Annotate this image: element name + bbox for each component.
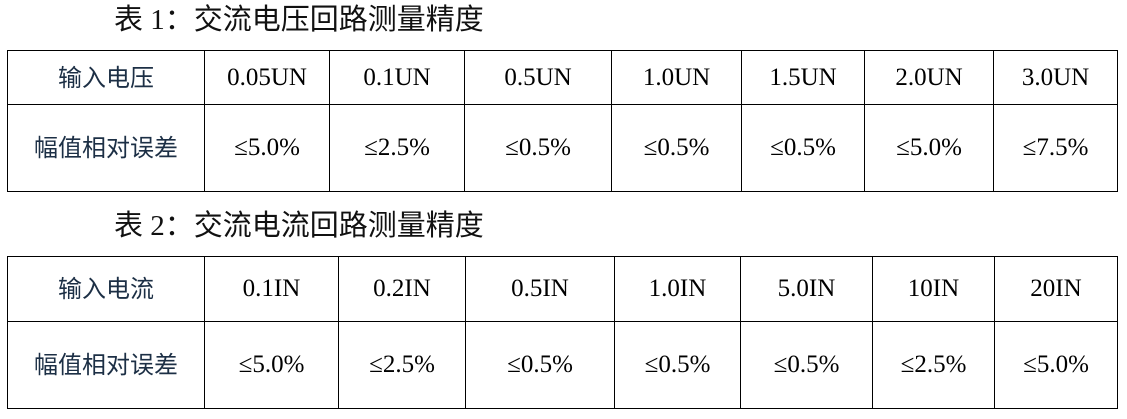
header-cell: 0.2IN	[338, 256, 466, 322]
header-cell: 3.0UN	[993, 50, 1118, 105]
table-row: 幅值相对误差 ≤5.0% ≤2.5% ≤0.5% ≤0.5% ≤0.5% ≤2.…	[7, 321, 1118, 409]
value-cell: ≤0.5%	[740, 321, 873, 409]
value-cell: ≤5.0%	[864, 104, 994, 192]
value-cell: ≤0.5%	[741, 104, 865, 192]
table-2-caption: 表 2：交流电流回路测量精度	[114, 210, 484, 242]
header-cell: 1.5UN	[741, 50, 865, 105]
table-row: 幅值相对误差 ≤5.0% ≤2.5% ≤0.5% ≤0.5% ≤0.5% ≤5.…	[7, 104, 1118, 192]
header-cell: 1.0UN	[611, 50, 742, 105]
header-cell: 0.1UN	[329, 50, 465, 105]
header-label: 输入电压	[7, 50, 205, 105]
header-cell: 20IN	[994, 256, 1118, 322]
value-cell: ≤5.0%	[204, 104, 330, 192]
header-cell: 0.1IN	[204, 256, 339, 322]
header-cell: 1.0IN	[614, 256, 741, 322]
table-row: 输入电压 0.05UN 0.1UN 0.5UN 1.0UN 1.5UN 2.0U…	[7, 50, 1118, 105]
row-label: 幅值相对误差	[7, 321, 205, 409]
value-cell: ≤0.5%	[464, 104, 612, 192]
header-cell: 0.5UN	[464, 50, 612, 105]
value-cell: ≤0.5%	[614, 321, 741, 409]
current-accuracy-table: 输入电流 0.1IN 0.2IN 0.5IN 1.0IN 5.0IN 10IN …	[7, 256, 1118, 409]
value-cell: ≤2.5%	[329, 104, 465, 192]
value-cell: ≤0.5%	[611, 104, 742, 192]
table-row: 输入电流 0.1IN 0.2IN 0.5IN 1.0IN 5.0IN 10IN …	[7, 256, 1118, 322]
value-cell: ≤7.5%	[993, 104, 1118, 192]
value-cell: ≤5.0%	[204, 321, 339, 409]
header-label: 输入电流	[7, 256, 205, 322]
voltage-accuracy-table: 输入电压 0.05UN 0.1UN 0.5UN 1.0UN 1.5UN 2.0U…	[7, 50, 1118, 192]
header-cell: 5.0IN	[740, 256, 873, 322]
row-label: 幅值相对误差	[7, 104, 205, 192]
header-cell: 0.05UN	[204, 50, 330, 105]
value-cell: ≤0.5%	[465, 321, 615, 409]
value-cell: ≤2.5%	[338, 321, 466, 409]
table-1-caption: 表 1：交流电压回路测量精度	[114, 4, 484, 36]
value-cell: ≤2.5%	[872, 321, 995, 409]
value-cell: ≤5.0%	[994, 321, 1118, 409]
header-cell: 10IN	[872, 256, 995, 322]
header-cell: 2.0UN	[864, 50, 994, 105]
header-cell: 0.5IN	[465, 256, 615, 322]
